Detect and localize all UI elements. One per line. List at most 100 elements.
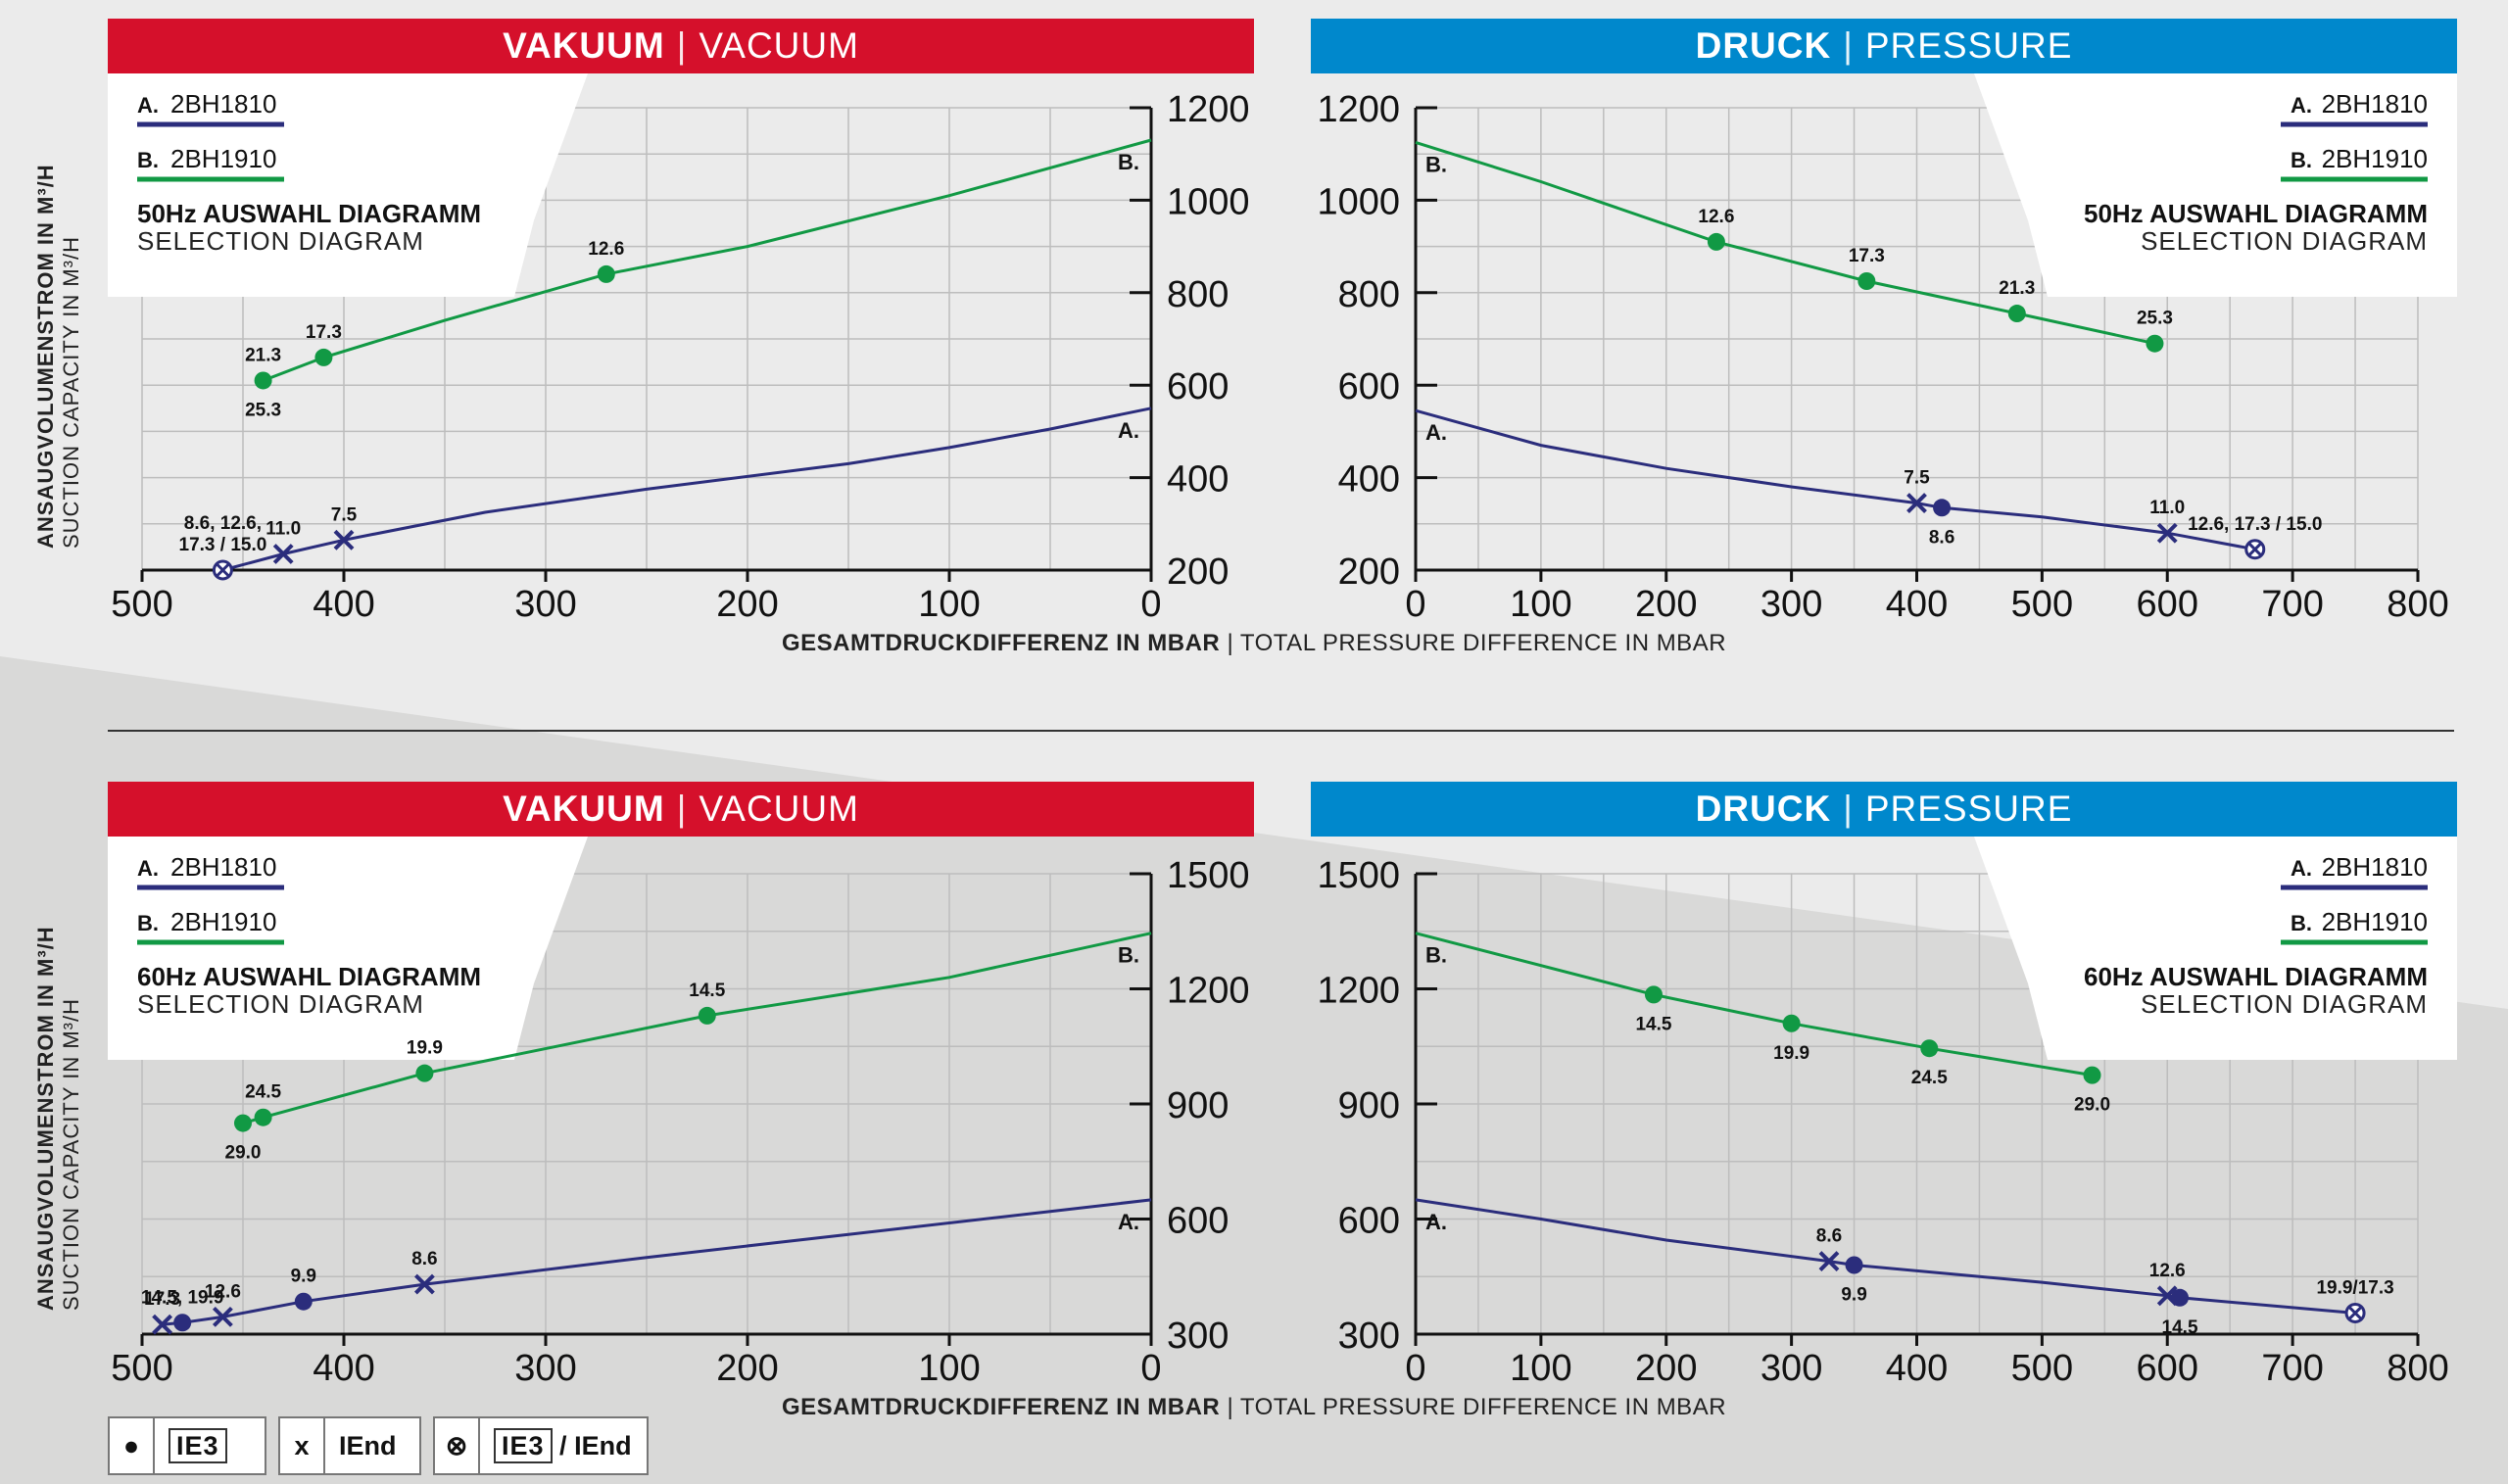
x-tick-label: 500 <box>111 584 172 625</box>
legend-a-name: 2BH1810 <box>170 89 276 119</box>
marker-label: 7.5 <box>331 504 358 525</box>
series-B: B. 21.3 25.3 17.3 12.6 <box>245 138 1152 420</box>
y-tick-label: 800 <box>1338 274 1400 315</box>
chart-pres50: 200 400 600 800 1000 1200 0 100 200 300 400 500 600 7… <box>1317 73 2457 625</box>
vacuum-header-50hz: VAKUUM | VACUUM <box>108 19 1254 73</box>
series-end-label: B. <box>1118 150 1139 174</box>
marker-label: 11.0 <box>265 518 301 539</box>
marker-dot <box>597 264 615 283</box>
vacuum-header-60hz: VAKUUM | VACUUM <box>108 782 1254 837</box>
x-tick-label: 600 <box>2137 584 2198 625</box>
x-tick-label: 0 <box>1405 1348 1425 1389</box>
y-tick-label: 1500 <box>1167 855 1250 896</box>
x-tick-label: 400 <box>313 1348 374 1389</box>
diagram-subtitle: SELECTION DIAGRAM <box>137 226 424 256</box>
marker-dot <box>1707 232 1725 251</box>
dot-icon: ● <box>110 1418 155 1473</box>
legend-a-prefix: A. <box>137 93 159 118</box>
marker-dot <box>254 371 272 390</box>
x-tick-label: 400 <box>1886 584 1948 625</box>
diagram-subtitle: SELECTION DIAGRAM <box>2141 989 2428 1019</box>
legend-panel-bg <box>108 837 588 1060</box>
x-tick-label: 300 <box>514 584 576 625</box>
x-tick-label: 100 <box>1510 584 1571 625</box>
series-A: A. 17.314.5, 19.912.6 9.9 8.6 <box>141 1198 1152 1335</box>
series-B: B. 14.5 19.9 24.5 29.0 <box>1415 932 2110 1116</box>
x-tick-label: 200 <box>1635 584 1697 625</box>
marker-x <box>272 544 294 564</box>
marker-dot <box>2083 1066 2101 1084</box>
diagram-subtitle: SELECTION DIAGRAM <box>2141 226 2428 256</box>
y-tick-label: 600 <box>1338 366 1400 407</box>
y-tick-label: 1200 <box>1167 971 1250 1012</box>
legend-a-prefix: A. <box>137 856 159 881</box>
x-tick-label: 200 <box>1635 1348 1697 1389</box>
y-tick-label: 200 <box>1338 551 1400 593</box>
marker-label: 25.3 <box>245 400 281 420</box>
marker-otimes-cross <box>2247 542 2262 556</box>
x-tick-label: 400 <box>1886 1348 1948 1389</box>
legend-b-name: 2BH1910 <box>2322 907 2428 936</box>
legend-b-prefix: B. <box>2291 911 2312 935</box>
diagram-title: 60Hz AUSWAHL DIAGRAMM <box>2084 962 2428 991</box>
section-divider <box>108 730 2454 732</box>
x-tick-label: 300 <box>1760 1348 1822 1389</box>
marker-label: 29.0 <box>225 1143 262 1164</box>
x-tick-label: 100 <box>918 1348 980 1389</box>
y-tick-label: 400 <box>1338 459 1400 501</box>
x-tick-label: 800 <box>2387 584 2448 625</box>
series-end-label: B. <box>1118 943 1139 968</box>
y-tick-label: 600 <box>1167 366 1229 407</box>
legend-a-name: 2BH1810 <box>170 852 276 882</box>
x-tick-label: 300 <box>514 1348 576 1389</box>
x-tick-label: 600 <box>2137 1348 2198 1389</box>
marker-dot <box>1920 1039 1939 1058</box>
marker-label: 9.9 <box>291 1267 316 1287</box>
x-tick-label: 100 <box>1510 1348 1571 1389</box>
marker-label: 19.9 <box>1773 1043 1809 1064</box>
x-tick-label: 700 <box>2261 584 2323 625</box>
series-line <box>222 407 1152 572</box>
legend-panel: A. 2BH1810 B. 2BH1910 50Hz AUSWAHL DIAGRAMMS… <box>108 73 588 297</box>
marker-label: 17.3 <box>144 1289 180 1310</box>
marker-dot <box>314 348 333 366</box>
symbol-legend: ● IE3 x IEnd ⊗ IE3 / IEnd <box>108 1416 649 1475</box>
marker-label: 17.3 / 15.0 <box>179 535 267 555</box>
marker-dot <box>294 1292 313 1311</box>
marker-dot <box>698 1006 716 1025</box>
legend-b-prefix: B. <box>2291 148 2312 172</box>
legend-b-name: 2BH1910 <box>170 144 276 173</box>
legend-b-prefix: B. <box>137 148 159 172</box>
marker-label: 14.5 <box>2162 1317 2198 1338</box>
pressure-header-60hz: DRUCK | PRESSURE <box>1311 782 2457 837</box>
legend-ie3: ● IE3 <box>108 1416 266 1475</box>
series-end-label: B. <box>1425 943 1447 968</box>
marker-dot <box>1933 499 1952 517</box>
x-mark-icon: x <box>280 1418 325 1473</box>
legend-a-prefix: A. <box>2291 93 2312 118</box>
marker-label: 14.5 <box>1635 1014 1671 1034</box>
marker-x <box>2156 522 2178 544</box>
y-tick-label: 1200 <box>1317 971 1400 1012</box>
x-tick-label: 0 <box>1405 584 1425 625</box>
marker-dot <box>2146 334 2164 353</box>
series-B: B. 12.6 17.3 21.3 25.3 <box>1415 140 2173 353</box>
marker-x <box>152 1314 173 1335</box>
legend-iend: x IEnd <box>278 1416 421 1475</box>
chart-pres60: 300 600 900 1200 1500 0 100 200 300 400 500 600 700 8… <box>1317 837 2457 1389</box>
y-tick-label: 200 <box>1167 551 1229 593</box>
y-tick-label: 600 <box>1167 1201 1229 1242</box>
series-A: A. 8.6, 12.6,17.3 / 15.011.0 7.5 <box>179 407 1152 581</box>
marker-otimes-cross <box>2347 1306 2363 1320</box>
series-A: A. 7.5 8.6 11.012.6, 17.3 / 15.0 <box>1415 408 2322 560</box>
y-axis-label-bottom: ANSAUGVOLUMENSTROM IN M³/H SUCTION CAPACI… <box>33 926 83 1311</box>
circled-x-icon: ⊗ <box>435 1418 480 1473</box>
y-tick-label: 300 <box>1167 1316 1229 1357</box>
marker-dot <box>1857 272 1876 290</box>
marker-label: 12.6 <box>1698 207 1734 227</box>
marker-x <box>212 1306 233 1327</box>
series-end-label: A. <box>1425 420 1447 445</box>
marker-label: 7.5 <box>1904 468 1930 489</box>
